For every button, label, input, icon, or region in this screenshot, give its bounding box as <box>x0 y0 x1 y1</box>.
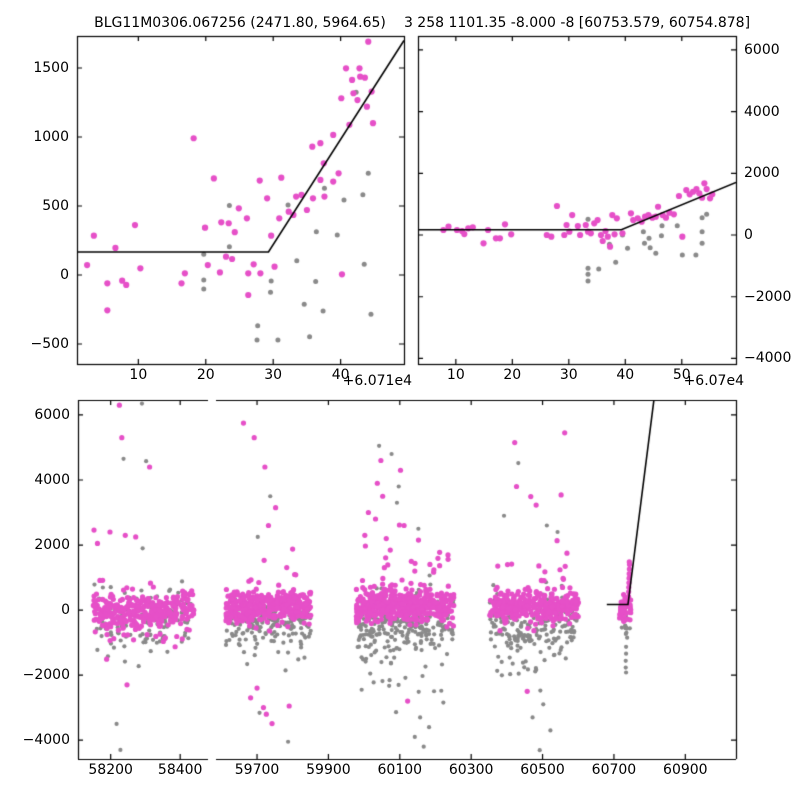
plot-canvas <box>0 0 800 800</box>
figure: BLG11M0306.067256 (2471.80, 5964.65) 3 2… <box>0 0 800 800</box>
